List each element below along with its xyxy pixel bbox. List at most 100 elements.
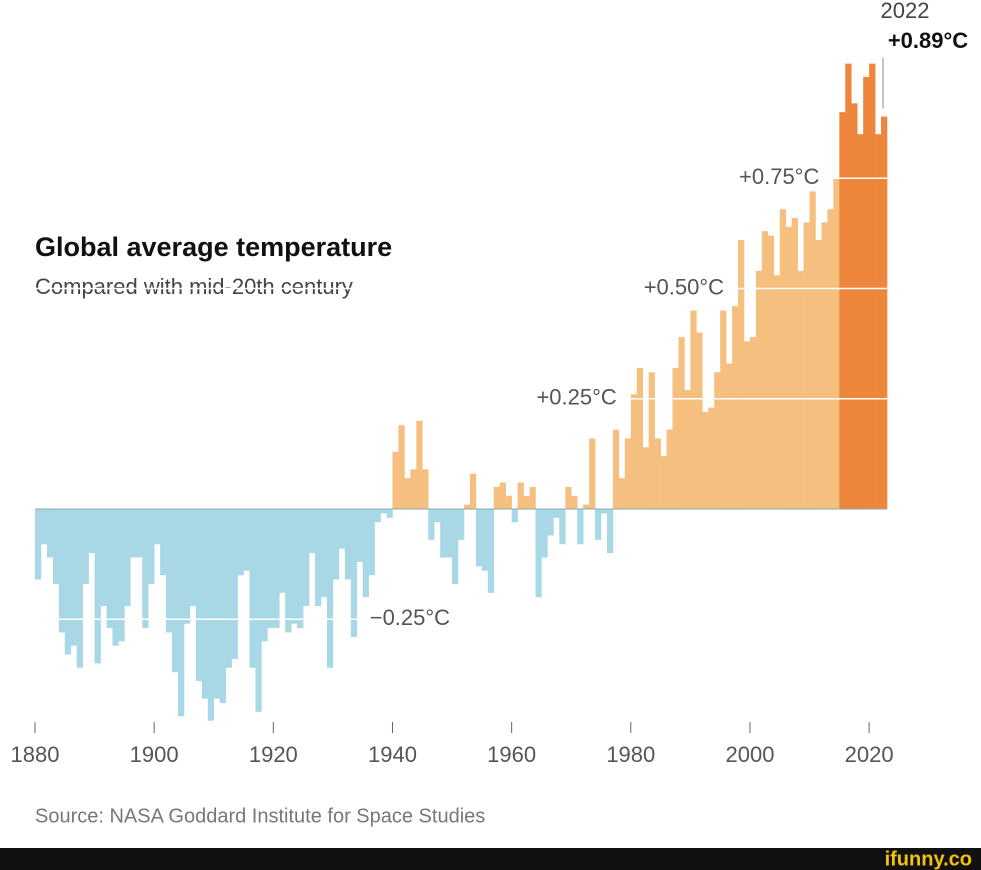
chart-title: Global average temperature [35,232,392,262]
bar [654,438,661,510]
bar [148,509,155,584]
x-tick-label: 2000 [725,742,774,767]
bar [827,209,834,510]
bar [172,509,179,673]
bar [505,495,512,510]
bar [589,438,596,510]
bar [452,509,459,584]
bar [40,509,48,545]
bar [648,372,655,510]
bar [160,509,167,576]
bar [428,509,435,540]
bar [279,509,286,593]
bar [112,509,119,646]
bar [821,222,828,510]
bar [297,509,304,629]
bar [672,367,679,510]
bar [714,372,721,510]
bar [219,509,226,704]
bar [356,509,363,562]
bar [708,407,715,510]
bar [46,509,54,558]
bar [869,63,876,510]
bar [154,509,161,545]
bar [118,509,125,642]
bar [142,509,149,629]
bar [696,332,703,510]
bar [58,509,66,633]
bar [499,482,506,510]
bar [636,367,644,510]
bar [392,451,399,510]
bar [52,509,60,584]
chart-subtitle: Compared with mid-20th century [35,274,353,299]
bar [535,509,542,598]
bar [285,509,292,633]
x-tick-label: 1880 [11,742,60,767]
bar [362,509,369,598]
bar [243,509,250,571]
callout-year: 2022 [881,0,930,23]
bar [225,509,232,668]
bar [189,509,197,607]
bar [833,178,840,510]
x-tick-label: 1960 [487,742,536,767]
bar [261,509,268,642]
bar [767,235,775,510]
bar [845,63,852,510]
bar [875,134,882,510]
bar [511,509,518,523]
bar [857,134,864,510]
bar [368,509,375,576]
bar [213,509,220,699]
bar [309,509,316,554]
bar [183,509,191,624]
bar [130,509,137,558]
bar [601,509,608,514]
bar [416,420,423,510]
bar [738,240,745,510]
x-tick-label: 2020 [845,742,894,767]
y-tick-label: +0.50°C [644,274,724,299]
bar [517,482,524,510]
bar [761,231,769,510]
bar [678,337,685,510]
bar [493,486,501,510]
bar [553,509,560,518]
bar [106,509,113,629]
bar [547,509,554,536]
bar [749,337,757,510]
bar [529,486,536,510]
bar [666,429,673,510]
bar [320,509,328,598]
bar [773,275,781,510]
watermark: ifunny.co [885,848,972,870]
bar [803,222,810,510]
bar [326,509,334,668]
bar [720,310,727,510]
bar [291,509,298,624]
bar [481,509,489,571]
x-tick-label: 1980 [606,742,655,767]
bar [386,509,393,518]
bar [755,270,763,510]
bar [577,509,584,545]
bar [785,226,792,510]
bar [237,509,244,576]
bar [35,509,42,580]
bar [332,509,340,580]
bar [338,509,346,549]
bar [344,509,352,580]
bar [398,425,405,510]
bar [732,306,739,510]
source: Source: NASA Goddard Institute for Space… [35,805,485,827]
bar [487,509,495,593]
bar [690,310,697,510]
bar [523,495,530,510]
bar [249,509,256,668]
bar [839,112,846,510]
bar [76,509,83,668]
y-tick-label: +0.25°C [536,385,616,410]
bar [446,509,453,558]
